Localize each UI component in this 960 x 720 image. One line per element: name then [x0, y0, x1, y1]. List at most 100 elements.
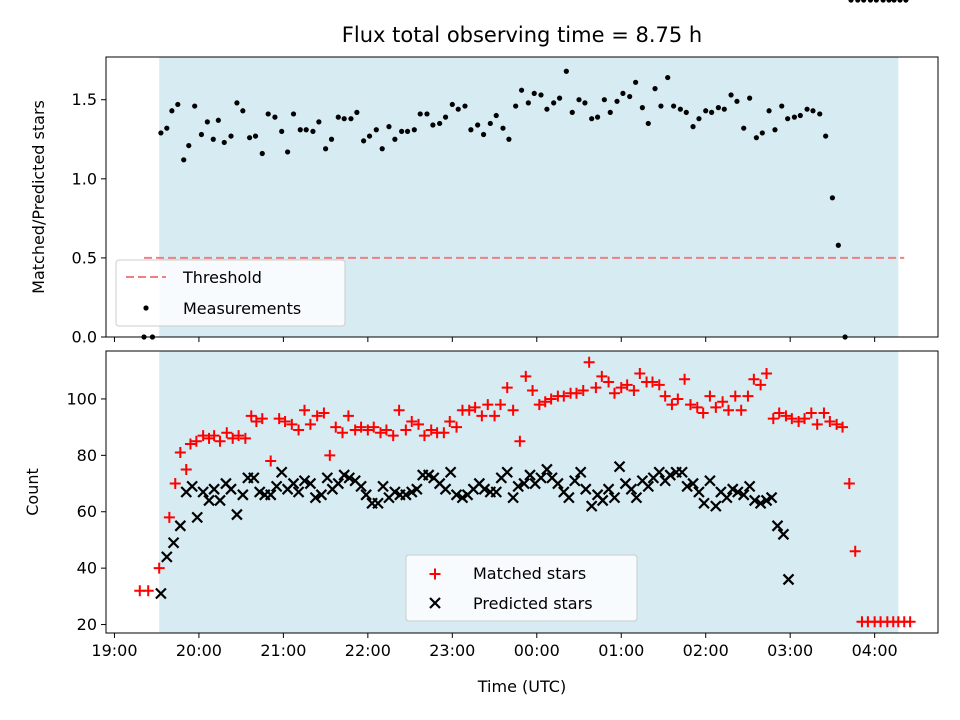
predicted-star-point — [737, 489, 750, 501]
measurement-point — [645, 120, 651, 127]
matched-star-point — [330, 421, 342, 433]
legend-plus-marker — [429, 568, 441, 580]
measurement-point — [589, 116, 595, 122]
matched-star-point — [545, 393, 557, 405]
y-tick-label: 0.0 — [72, 328, 97, 347]
predicted-star-point — [602, 483, 615, 495]
matched-star-point — [533, 399, 545, 411]
predicted-star-point — [208, 483, 220, 495]
measurement-point — [861, 0, 867, 3]
predicted-star-point — [237, 489, 249, 501]
matched-star-point — [256, 413, 268, 425]
measurement-point — [665, 74, 671, 81]
bottom-panel: 20 40 60 80 100 19:00 20:00 21:00 22:00 23:00 00:… — [23, 351, 939, 696]
predicted-star-point — [574, 466, 587, 479]
matched-star-point — [723, 404, 735, 416]
matched-star-point — [393, 404, 405, 416]
x-tick-label: 04:00 — [852, 641, 898, 660]
measurement-point — [551, 100, 557, 106]
x-tick-label: 01:00 — [598, 641, 644, 660]
predicted-star-point — [596, 494, 609, 507]
predicted-star-point — [343, 472, 356, 484]
matched-star-point — [780, 410, 792, 422]
matched-star-point — [748, 373, 760, 385]
measurement-point — [430, 122, 436, 128]
measurement-point — [627, 93, 633, 100]
predicted-star-point — [535, 472, 547, 484]
matched-star-point — [298, 404, 310, 416]
measurement-point — [449, 101, 455, 108]
measurement-point — [734, 98, 740, 104]
matched-star-point — [596, 370, 608, 382]
measurement-point — [215, 117, 221, 123]
matched-star-point — [659, 390, 671, 402]
matched-star-point — [279, 416, 291, 427]
matched-star-point — [577, 384, 589, 396]
matched-star-point — [603, 376, 615, 388]
matched-star-point — [904, 616, 916, 628]
predicted-star-point — [298, 474, 311, 487]
measurement-point — [690, 124, 696, 130]
matched-star-point — [380, 424, 392, 436]
matched-star-point — [368, 421, 380, 433]
matched-star-point — [451, 421, 463, 433]
predicted-star-point — [518, 477, 530, 490]
x-tick-label: 22:00 — [345, 641, 391, 660]
predicted-star-point — [450, 489, 463, 501]
measurement-point — [328, 136, 335, 142]
predicted-star-point — [687, 477, 699, 490]
measurement-point — [835, 242, 841, 248]
bottom-legend: Matched stars Predicted stars — [405, 554, 638, 622]
matched-star-point — [153, 562, 165, 574]
predicted-star-point — [743, 480, 756, 493]
predicted-star-point — [512, 480, 524, 493]
predicted-star-point — [782, 573, 795, 586]
y-tick-label: 60 — [77, 502, 97, 521]
chart-title: Flux total observing time = 8.75 h — [342, 23, 702, 47]
matched-star-point — [174, 447, 186, 459]
measurement-point — [880, 0, 886, 3]
measurement-point — [817, 111, 823, 117]
measurement-point — [228, 133, 234, 139]
predicted-star-point — [400, 489, 412, 501]
matched-star-point — [539, 396, 551, 408]
x-tick-label: 20:00 — [176, 641, 222, 660]
measurement-point — [285, 149, 291, 155]
matched-star-point — [818, 407, 830, 419]
measurement-point — [696, 116, 702, 122]
matched-star-point — [233, 430, 245, 442]
predicted-star-point — [507, 491, 519, 504]
measurement-point — [198, 131, 205, 138]
measurement-point — [246, 135, 253, 141]
predicted-star-point — [642, 480, 655, 493]
predicted-star-point — [625, 483, 638, 495]
predicted-star-point — [765, 491, 778, 504]
measurement-point — [791, 114, 798, 120]
measurement-point — [279, 128, 285, 134]
matched-star-point — [375, 427, 387, 439]
measurement-point — [475, 122, 481, 128]
predicted-star-point — [771, 520, 784, 532]
measurement-point — [272, 114, 278, 120]
measurement-point — [531, 90, 537, 96]
measurement-point — [759, 130, 765, 136]
matched-star-point — [755, 379, 767, 391]
predicted-star-point — [664, 469, 677, 481]
matched-star-point — [679, 373, 691, 385]
y-tick-label: 100 — [66, 389, 97, 408]
predicted-star-point — [693, 486, 705, 498]
matched-star-point — [570, 387, 582, 399]
matched-star-point — [729, 390, 741, 402]
matched-star-point — [621, 379, 633, 391]
matched-star-point — [349, 424, 361, 436]
predicted-star-point — [191, 511, 204, 524]
measurement-point — [897, 0, 903, 3]
measurement-point — [829, 195, 836, 201]
matched-star-point — [514, 435, 526, 447]
matched-star-point — [197, 430, 209, 442]
matched-star-point — [221, 427, 233, 439]
measurement-point — [361, 138, 367, 144]
matched-star-point — [180, 463, 192, 475]
legend-predicted-swatch — [429, 597, 441, 609]
measurement-point — [506, 136, 512, 142]
